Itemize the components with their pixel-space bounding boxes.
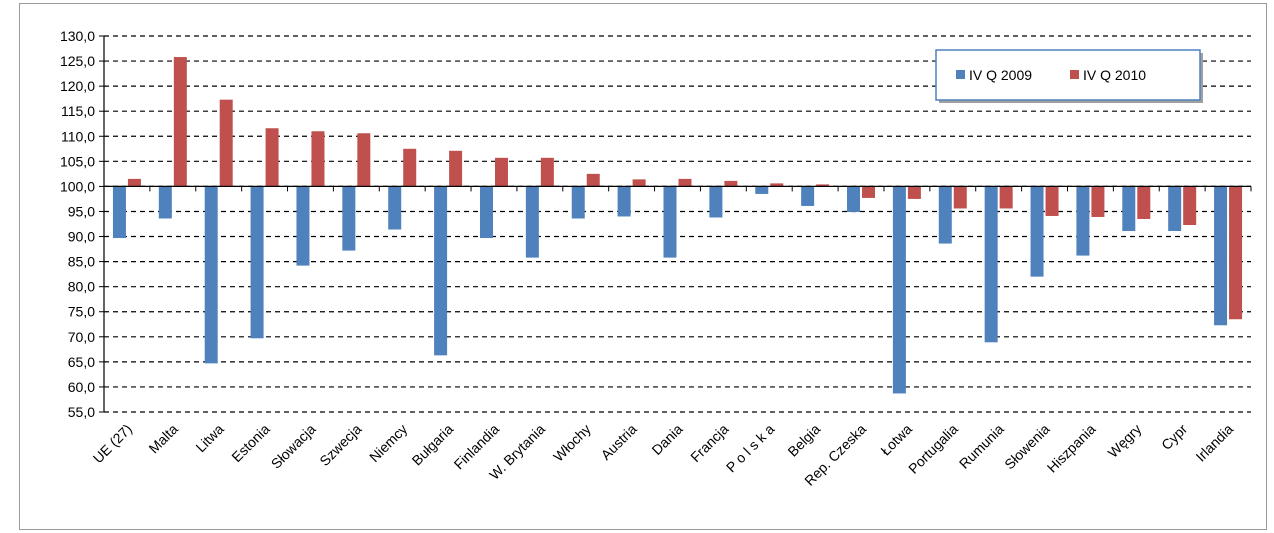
bar-q2009: [938, 186, 952, 244]
category-label: UE (27): [90, 421, 135, 466]
bar-q2010: [1137, 186, 1151, 219]
chart-frame: 130,0 125,0 120,0 115,0 110,0 105,0 100,0 95,0 9…: [19, 3, 1267, 530]
bar-q2010: [265, 128, 279, 187]
bar-q2010: [1183, 186, 1197, 226]
y-tick-label: 115,0: [61, 103, 95, 119]
bar-q2009: [479, 186, 493, 239]
category-label: Szwecja: [316, 421, 364, 469]
bar-q2010: [357, 133, 371, 187]
category-label: Irlandia: [1192, 421, 1236, 465]
legend-swatch: [1070, 70, 1079, 79]
category-label: Słowacja: [268, 421, 319, 472]
bar-q2010: [862, 186, 876, 198]
bar-q2009: [663, 186, 677, 258]
bar-q2009: [571, 186, 585, 219]
y-tick-label: 105,0: [60, 153, 95, 169]
legend-label: IV Q 2010: [1083, 67, 1146, 83]
bars: [112, 57, 1243, 394]
bar-q2010: [173, 57, 187, 187]
bar-q2010: [494, 157, 508, 187]
bar-q2009: [709, 186, 723, 218]
bar-q2009: [388, 186, 402, 230]
bar-q2010: [311, 131, 325, 187]
y-tick-label: 110,0: [61, 128, 95, 144]
y-tick-label: 100,0: [60, 178, 95, 194]
category-label: Włochy: [550, 421, 594, 465]
bar-q2010: [678, 178, 692, 187]
bar-chart: 130,0 125,0 120,0 115,0 110,0 105,0 100,0 95,0 9…: [60, 28, 1252, 489]
bar-q2009: [847, 186, 861, 212]
category-label: Austria: [598, 421, 640, 463]
legend-box: [935, 49, 1201, 101]
category-label: Niemcy: [366, 421, 410, 465]
bar-q2009: [1214, 186, 1228, 326]
bar-q2009: [204, 186, 218, 364]
bar-q2009: [892, 186, 906, 394]
category-label: Belgia: [784, 421, 823, 460]
legend-label: IV Q 2009: [969, 67, 1032, 83]
y-tick-label: 85,0: [68, 254, 95, 270]
category-label: Estonia: [228, 421, 272, 465]
bar-q2009: [755, 186, 769, 194]
category-label: Malta: [145, 421, 181, 457]
legend: IV Q 2009 IV Q 2010: [935, 49, 1203, 103]
y-axis-ticks: 130,0 125,0 120,0 115,0 110,0 105,0 100,0 95,0 9…: [60, 28, 104, 420]
category-label: Bułgaria: [409, 421, 457, 469]
category-label: Francja: [687, 421, 731, 465]
y-tick-label: 120,0: [60, 78, 95, 94]
y-tick-label: 95,0: [68, 203, 95, 219]
category-label: Rumunia: [956, 421, 1007, 472]
bar-q2010: [999, 186, 1013, 209]
y-tick-label: 70,0: [68, 329, 95, 345]
bar-q2009: [158, 186, 172, 219]
y-tick-label: 60,0: [68, 379, 95, 395]
bar-q2009: [617, 186, 631, 217]
bar-q2009: [250, 186, 264, 339]
bar-q2009: [296, 186, 310, 266]
bar-q2009: [1076, 186, 1090, 256]
category-label: Hiszpania: [1044, 421, 1099, 476]
bar-q2009: [1122, 186, 1136, 232]
y-tick-label: 65,0: [68, 354, 95, 370]
y-tick-label: 90,0: [68, 229, 95, 245]
bar-q2009: [1168, 186, 1182, 232]
category-label: Łotwa: [877, 421, 915, 459]
bar-q2010: [540, 157, 554, 187]
bar-q2009: [984, 186, 998, 343]
bar-q2009: [434, 186, 448, 356]
y-tick-label: 75,0: [68, 304, 95, 320]
category-label: Portugalia: [905, 421, 961, 477]
bar-q2010: [127, 178, 141, 187]
bar-q2010: [1229, 186, 1243, 320]
category-label: Węgry: [1105, 421, 1145, 461]
category-label: Cypr: [1158, 421, 1190, 453]
axes: [103, 36, 1252, 412]
bar-q2010: [586, 173, 600, 187]
y-tick-label: 80,0: [68, 279, 95, 295]
y-tick-label: 55,0: [68, 404, 95, 420]
bar-q2010: [816, 184, 830, 187]
bar-q2010: [770, 183, 784, 187]
bar-q2009: [1030, 186, 1044, 277]
bar-q2010: [907, 186, 921, 199]
category-label: Litwa: [192, 421, 227, 456]
bar-q2009: [525, 186, 539, 258]
bar-q2010: [724, 180, 738, 187]
y-tick-label: 125,0: [60, 53, 95, 69]
bar-q2009: [112, 186, 126, 239]
legend-swatch: [956, 70, 965, 79]
category-label: P o l s k a: [723, 421, 778, 476]
bar-q2010: [449, 150, 463, 187]
bar-q2010: [953, 186, 967, 209]
category-label: Dania: [648, 421, 685, 458]
y-tick-label: 130,0: [60, 28, 95, 44]
bar-q2009: [801, 186, 815, 206]
bar-q2010: [1091, 186, 1105, 217]
bar-q2009: [342, 186, 356, 251]
bar-q2010: [1045, 186, 1059, 216]
bar-q2010: [632, 179, 646, 187]
bar-q2010: [403, 148, 417, 187]
bar-q2010: [219, 99, 233, 187]
